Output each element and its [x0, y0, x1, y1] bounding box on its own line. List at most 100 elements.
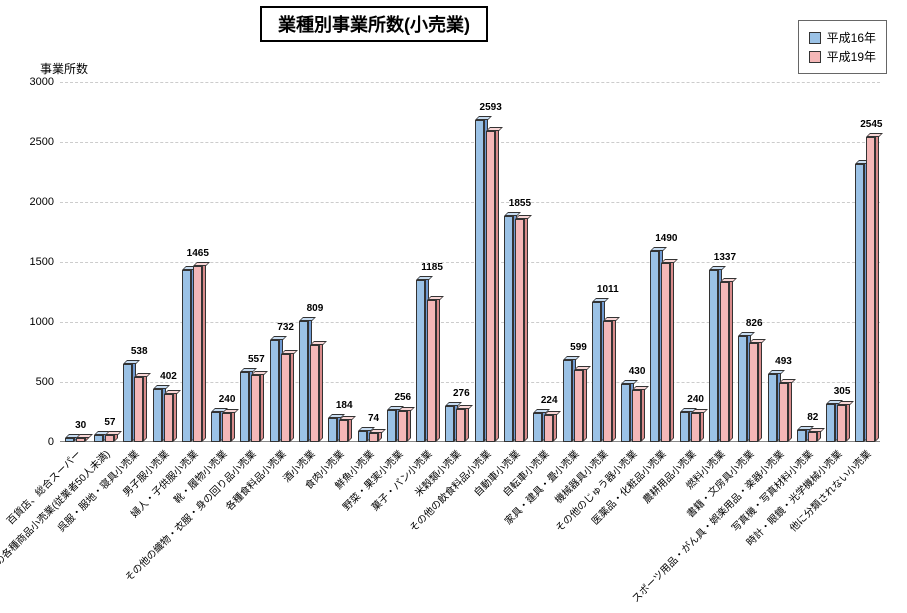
legend-label-heisei16: 平成16年 — [827, 29, 876, 46]
bar — [738, 336, 747, 442]
bar — [632, 390, 641, 442]
bar — [808, 432, 817, 442]
bar — [164, 394, 173, 442]
plot-area: 0500100015002000250030003057538402146524… — [60, 82, 880, 442]
bar — [211, 412, 220, 442]
bar — [691, 413, 700, 442]
bar — [826, 404, 835, 442]
bar — [328, 418, 337, 442]
value-label: 2593 — [480, 102, 502, 113]
value-label: 82 — [807, 412, 818, 423]
bar — [486, 131, 495, 442]
bar — [398, 411, 407, 442]
y-tick-label: 3000 — [30, 76, 54, 88]
value-label: 57 — [104, 417, 115, 428]
value-label: 30 — [75, 420, 86, 431]
value-label: 1337 — [714, 252, 736, 263]
value-label: 1465 — [187, 248, 209, 259]
category-axis: 百貨店、総合スーパーその他の各種商品小売業(従業者50人未満)呉服・服地・寝具小… — [60, 442, 880, 612]
bar — [387, 410, 396, 442]
value-label: 256 — [394, 392, 411, 403]
bar — [251, 375, 260, 442]
value-label: 276 — [453, 388, 470, 399]
bar — [563, 360, 572, 442]
bar — [650, 251, 659, 442]
bar — [134, 377, 143, 442]
bar — [240, 372, 249, 442]
bar — [504, 216, 513, 442]
legend-item-heisei19: 平成19年 — [809, 48, 876, 65]
grid-line — [60, 82, 880, 83]
chart-title: 業種別事業所数(小売業) — [260, 6, 488, 42]
bar — [768, 374, 777, 442]
bar — [270, 340, 279, 442]
value-label: 1011 — [597, 284, 619, 295]
y-axis-label: 事業所数 — [40, 60, 88, 77]
bar — [153, 389, 162, 442]
bar — [621, 384, 630, 442]
bar — [680, 412, 689, 442]
bar — [544, 415, 553, 442]
bar — [720, 282, 729, 442]
bar — [369, 433, 378, 442]
value-label: 240 — [219, 394, 236, 405]
bar — [427, 300, 436, 442]
value-label: 430 — [629, 366, 646, 377]
bar — [456, 409, 465, 442]
y-tick-label: 2000 — [30, 196, 54, 208]
value-label: 826 — [746, 318, 763, 329]
value-label: 2545 — [860, 119, 882, 130]
value-label: 493 — [775, 356, 792, 367]
grid-line — [60, 202, 880, 203]
value-label: 224 — [541, 395, 558, 406]
value-label: 184 — [336, 400, 353, 411]
y-tick-label: 1500 — [30, 256, 54, 268]
bar — [797, 430, 806, 442]
value-label: 809 — [307, 303, 324, 314]
bar — [779, 383, 788, 442]
y-tick-label: 1000 — [30, 316, 54, 328]
value-label: 1490 — [655, 233, 677, 244]
bar — [358, 431, 367, 442]
y-tick-label: 500 — [36, 376, 54, 388]
bar — [749, 343, 758, 442]
bar — [94, 435, 103, 442]
legend-item-heisei16: 平成16年 — [809, 29, 876, 46]
bar — [339, 420, 348, 442]
bar — [475, 120, 484, 442]
bar — [281, 354, 290, 442]
value-label: 538 — [131, 346, 148, 357]
value-label: 305 — [834, 386, 851, 397]
bar — [837, 405, 846, 442]
bar — [855, 164, 864, 442]
legend-swatch-heisei16 — [809, 32, 821, 44]
bar — [105, 435, 114, 442]
value-label: 402 — [160, 371, 177, 382]
legend: 平成16年 平成19年 — [798, 20, 887, 74]
bar — [299, 321, 308, 442]
bar — [592, 302, 601, 442]
value-label: 557 — [248, 354, 265, 365]
value-label: 1855 — [509, 198, 531, 209]
value-label: 1185 — [421, 262, 443, 273]
bar — [709, 270, 718, 442]
bar — [661, 263, 670, 442]
chart-container: 業種別事業所数(小売業) 平成16年 平成19年 事業所数 0 500 1000 15… — [0, 0, 907, 613]
y-tick-label: 2500 — [30, 136, 54, 148]
bar — [866, 137, 875, 442]
y-tick-label: 0 — [48, 436, 54, 448]
legend-swatch-heisei19 — [809, 51, 821, 63]
value-label: 732 — [277, 322, 294, 333]
bar — [416, 280, 425, 442]
bar — [515, 219, 524, 442]
bar — [574, 370, 583, 442]
bar — [533, 413, 542, 442]
grid-line — [60, 262, 880, 263]
bar — [123, 364, 132, 442]
bar — [310, 345, 319, 442]
value-label: 240 — [687, 394, 704, 405]
bar — [603, 321, 612, 442]
bar — [222, 413, 231, 442]
legend-label-heisei19: 平成19年 — [827, 48, 876, 65]
grid-line — [60, 142, 880, 143]
